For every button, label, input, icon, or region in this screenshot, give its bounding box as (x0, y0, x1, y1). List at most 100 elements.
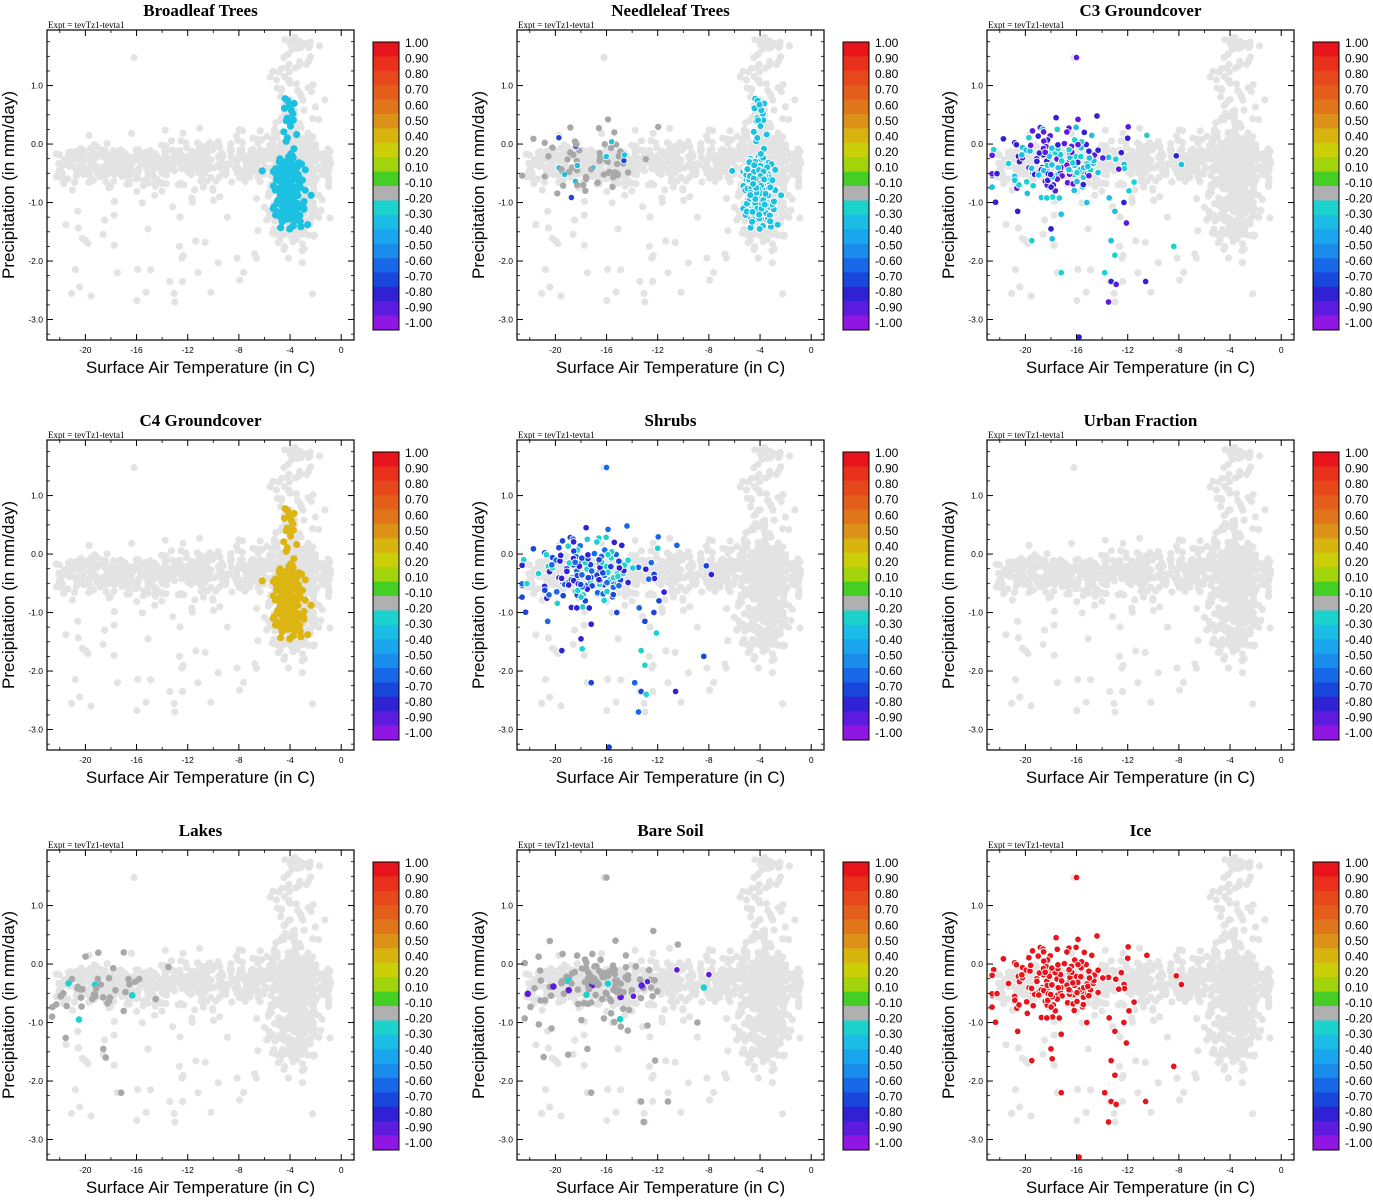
data-point (80, 581, 88, 589)
data-point (621, 182, 629, 190)
data-point (761, 189, 770, 198)
colorbar-label: -0.80 (875, 285, 903, 299)
data-point (1210, 127, 1218, 136)
data-point (285, 68, 294, 76)
x-tick-label: -12 (1122, 345, 1135, 355)
data-point (584, 156, 593, 164)
data-point (1117, 148, 1126, 157)
data-point (320, 170, 328, 178)
data-point (637, 137, 646, 145)
data-point (604, 116, 612, 123)
data-point (525, 151, 533, 159)
data-point (104, 161, 112, 169)
colorbar-segment (843, 114, 869, 129)
colorbar-segment (373, 229, 399, 244)
data-point (1186, 173, 1194, 181)
colorbar-label: -0.90 (1345, 301, 1373, 315)
data-point (538, 186, 547, 194)
data-point (1228, 45, 1236, 54)
data-point (750, 161, 759, 170)
data-point (281, 195, 289, 203)
data-point (102, 588, 110, 596)
data-point (768, 259, 777, 267)
colorbar-segment (1313, 70, 1339, 86)
data-point (1047, 225, 1055, 233)
data-point (310, 204, 318, 212)
data-point (621, 191, 629, 199)
x-tick-label: -16 (600, 345, 613, 355)
data-point (188, 159, 196, 167)
data-point (1231, 64, 1240, 72)
data-point (188, 569, 196, 577)
colorbar-segment (843, 128, 869, 144)
data-point (742, 76, 751, 84)
data-point (184, 578, 192, 586)
data-point (664, 269, 672, 277)
data-point (1028, 127, 1037, 135)
data-point (214, 161, 222, 169)
data-point (296, 211, 304, 220)
data-point (173, 151, 181, 159)
data-point (280, 175, 288, 183)
data-point (203, 177, 211, 185)
data-point (246, 159, 254, 167)
data-point (1027, 164, 1036, 173)
data-point (1082, 288, 1090, 296)
data-point (286, 225, 294, 233)
colorbar-segment (1313, 114, 1339, 129)
data-point (320, 580, 328, 589)
data-point (791, 96, 799, 104)
data-point (1139, 183, 1147, 191)
data-point (251, 157, 259, 165)
data-point (995, 151, 1003, 159)
data-point (1250, 231, 1259, 239)
data-point (627, 179, 635, 187)
colorbar-label: -0.40 (875, 223, 903, 237)
data-point (1145, 155, 1153, 163)
data-point (191, 596, 199, 604)
data-point (315, 213, 323, 221)
data-point (273, 165, 281, 173)
data-point (1244, 84, 1252, 92)
data-point (1233, 173, 1241, 181)
data-point (1117, 179, 1125, 187)
data-point (1087, 266, 1095, 274)
data-point (1074, 115, 1082, 124)
data-point (173, 561, 181, 569)
data-point (1097, 179, 1105, 187)
data-point (600, 53, 608, 62)
data-point (1177, 160, 1186, 169)
data-point (658, 159, 666, 167)
data-point (1220, 101, 1228, 110)
colorbar-segment (373, 42, 399, 57)
data-point (298, 240, 307, 248)
colorbar-segment (1313, 99, 1339, 115)
data-point (746, 191, 755, 200)
data-point (1236, 144, 1244, 152)
data-point (786, 151, 794, 159)
colorbar-segment (1313, 142, 1339, 158)
data-point (265, 189, 273, 197)
data-point (541, 266, 550, 274)
colorbar-label: -0.40 (1345, 223, 1373, 237)
data-point (1053, 125, 1062, 134)
data-point (309, 290, 317, 298)
data-point (1174, 136, 1182, 144)
colorbar-segment (1313, 301, 1339, 316)
data-point (991, 198, 1000, 206)
data-point (99, 149, 107, 157)
data-point (77, 568, 86, 576)
data-point (158, 187, 166, 195)
data-point (1088, 131, 1096, 140)
data-point (133, 187, 141, 196)
data-point (773, 220, 782, 229)
data-point (254, 227, 262, 235)
data-point (76, 283, 84, 291)
data-point (1129, 152, 1137, 160)
data-point (735, 154, 743, 162)
data-point (205, 155, 213, 163)
data-point (628, 156, 637, 164)
data-point (1248, 210, 1257, 218)
data-point (1255, 42, 1264, 50)
data-point (706, 276, 714, 284)
